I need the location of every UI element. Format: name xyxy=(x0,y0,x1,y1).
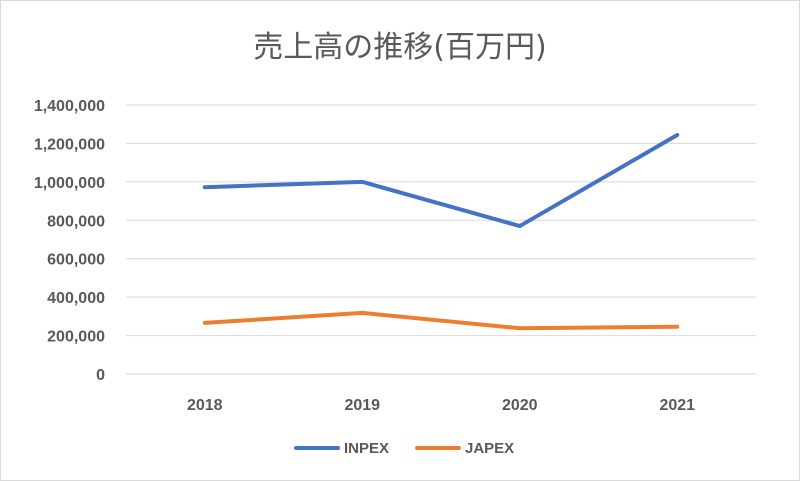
y-tick-label: 400,000 xyxy=(47,290,105,307)
x-tick-label: 2020 xyxy=(502,397,538,414)
legend-label-inpex: INPEX xyxy=(344,440,389,457)
legend-label-japex: JAPEX xyxy=(465,440,514,457)
y-tick-label: 800,000 xyxy=(47,213,105,230)
series-line-inpex xyxy=(202,132,680,229)
x-tick-label: 2021 xyxy=(659,397,695,414)
chart-title: 売上高の推移(百万円) xyxy=(253,30,546,65)
x-tick-label: 2018 xyxy=(187,397,223,414)
y-tick-label: 1,400,000 xyxy=(34,98,105,115)
x-tick-label: 2019 xyxy=(344,397,380,414)
y-tick-label: 200,000 xyxy=(47,329,105,346)
y-tick-label: 600,000 xyxy=(47,252,105,269)
series-line-japex xyxy=(202,310,680,331)
y-tick-label: 0 xyxy=(96,367,105,384)
y-tick-label: 1,200,000 xyxy=(34,136,105,153)
y-tick-label: 1,000,000 xyxy=(34,175,105,192)
